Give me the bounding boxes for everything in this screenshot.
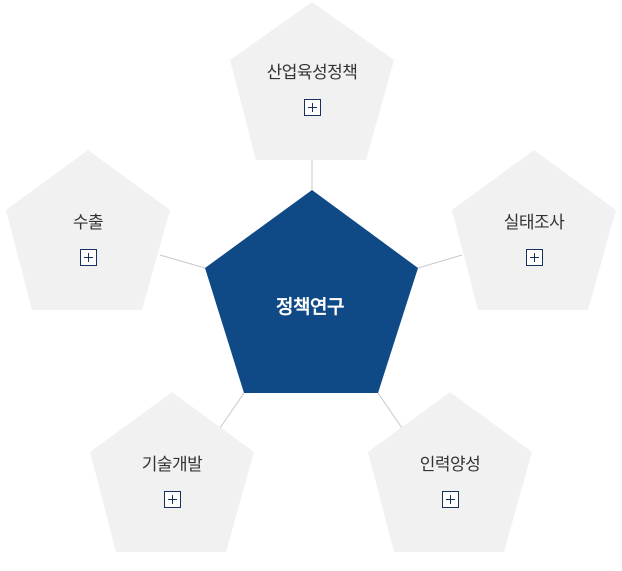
plus-icon[interactable]: [163, 491, 181, 508]
plus-icon[interactable]: [79, 249, 97, 266]
node-label: 산업육성정책: [266, 63, 358, 83]
center-label: 정책연구: [276, 296, 344, 318]
node-workforce[interactable]: 인력양성: [365, 454, 535, 512]
plus-icon[interactable]: [303, 99, 321, 116]
plus-icon[interactable]: [441, 491, 459, 508]
pentagon-top: [230, 2, 394, 160]
node-export[interactable]: 수출: [3, 212, 173, 270]
connector-bottom-right: [377, 392, 403, 429]
node-label: 수출: [72, 213, 104, 233]
pentagon-bottom-right: [368, 392, 532, 552]
connector-bottom-left: [219, 392, 245, 429]
connector-left: [159, 254, 206, 269]
node-label: 실태조사: [503, 213, 565, 233]
node-industry-policy[interactable]: 산업육성정책: [227, 62, 397, 120]
node-label: 기술개발: [141, 455, 203, 475]
pentagon-left: [6, 150, 170, 310]
connector-right: [417, 254, 463, 269]
node-survey[interactable]: 실태조사: [449, 212, 619, 270]
pentagon-bottom-left: [90, 392, 254, 552]
pentagon-right: [452, 150, 616, 310]
center-pentagon: [205, 190, 418, 393]
node-tech-development[interactable]: 기술개발: [87, 454, 257, 512]
node-label: 인력양성: [419, 455, 481, 475]
plus-icon[interactable]: [525, 249, 543, 266]
